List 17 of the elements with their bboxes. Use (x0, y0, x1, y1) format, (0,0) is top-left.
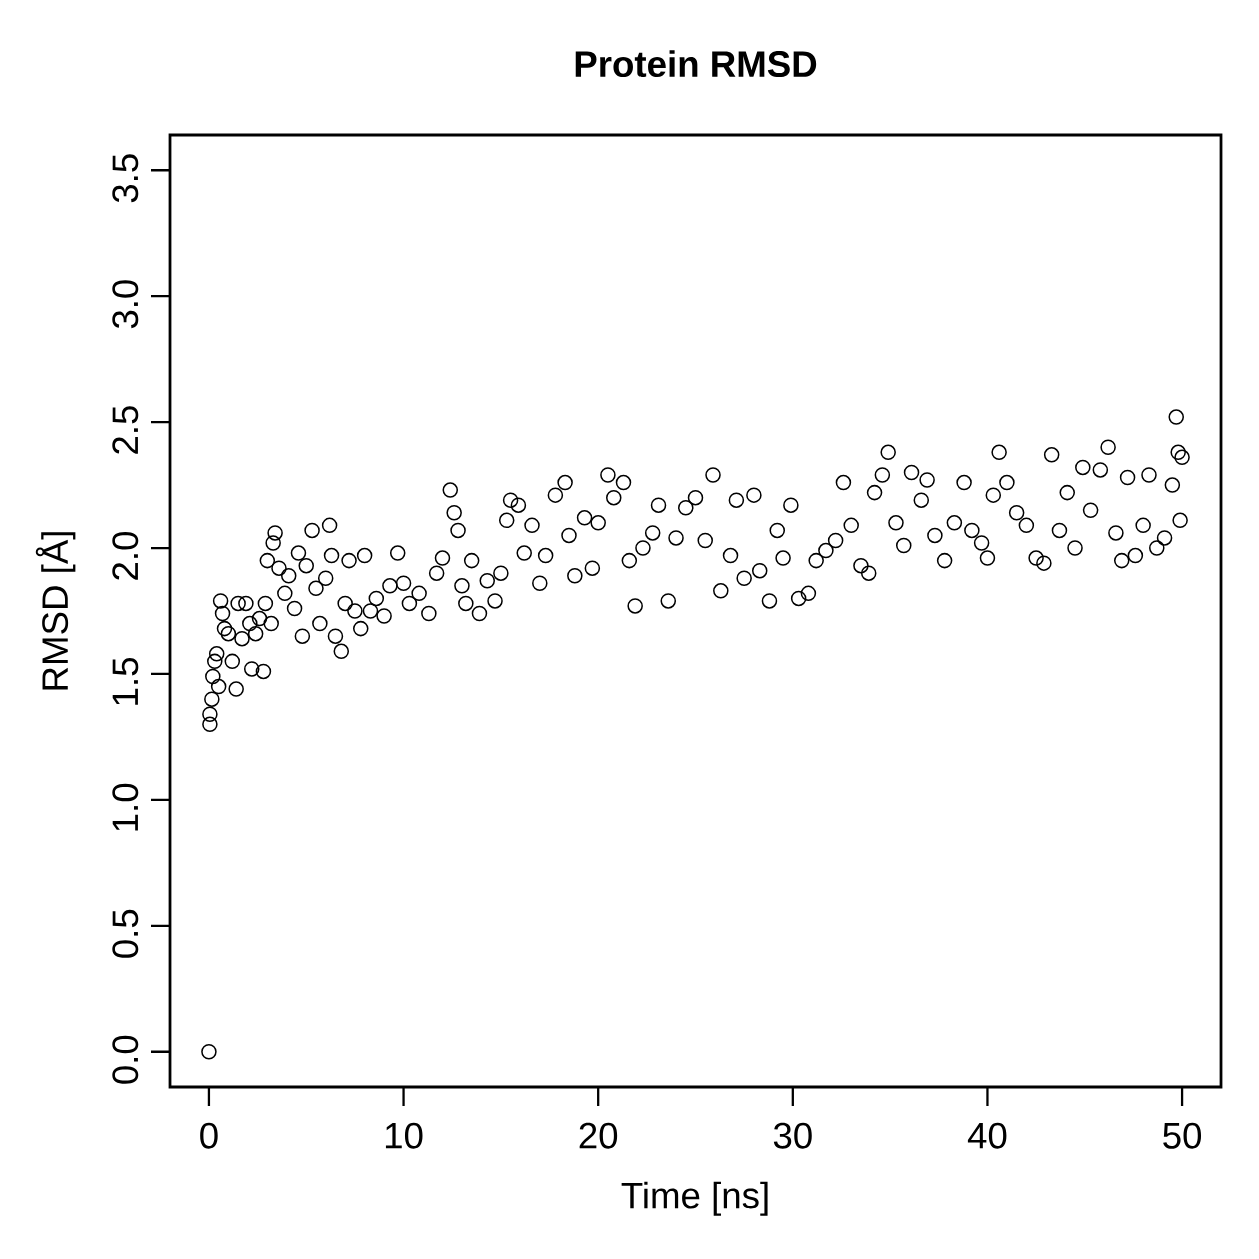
x-tick-label: 50 (1163, 1122, 1202, 1149)
x-tick-label: 40 (967, 1122, 1007, 1149)
y-tick-label: 2.0 (112, 531, 139, 580)
x-tick-label: 10 (385, 1122, 423, 1149)
y-tick-label: 1.0 (112, 783, 139, 831)
chart-title: Protein RMSD (575, 50, 817, 78)
y-tick-label: 0.0 (112, 1035, 139, 1084)
x-tick-label: 30 (773, 1122, 812, 1149)
y-axis-title: RMSD [Å] (35, 532, 76, 690)
y-tick-label: 2.5 (112, 406, 139, 454)
y-tick-label: 3.0 (112, 280, 139, 329)
x-tick-label: 0 (200, 1122, 218, 1149)
y-tick-label: 0.5 (112, 909, 139, 958)
y-tick-label: 1.5 (112, 657, 139, 705)
x-tick-label: 20 (579, 1122, 618, 1149)
y-tick-label: 3.5 (112, 154, 139, 203)
x-axis-title: Time [ns] (621, 1181, 768, 1216)
